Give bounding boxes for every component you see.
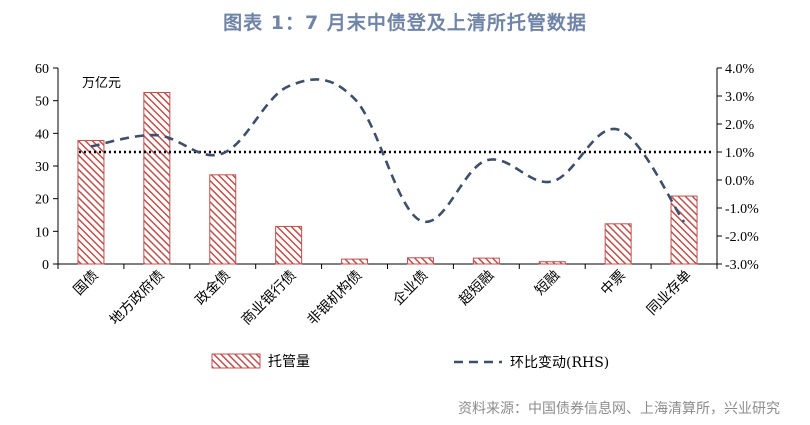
legend-line-label: 环比变动(RHS)	[510, 355, 609, 371]
category-label: 企业债	[390, 267, 432, 309]
left-tick-label: 40	[35, 127, 49, 142]
category-label: 超短融	[456, 268, 497, 309]
left-tick-label: 30	[35, 160, 49, 175]
category-label: 国债	[71, 268, 102, 299]
category-label: 商业银行债	[239, 268, 300, 329]
bar	[341, 258, 369, 265]
left-tick-label: 10	[35, 225, 49, 240]
legend-bar-swatch	[211, 353, 261, 369]
legend: 托管量 环比变动(RHS)	[211, 353, 609, 371]
legend-bar-label: 托管量	[268, 354, 310, 370]
right-tick-label: 2.0%	[725, 118, 755, 133]
right-tick-label: -1.0%	[725, 202, 759, 217]
category-label: 短融	[532, 268, 563, 299]
category-label: 同业存单	[644, 268, 695, 319]
left-tick-label: 0	[42, 258, 49, 273]
left-tick-label: 20	[35, 193, 49, 208]
category-label: 政金债	[193, 268, 234, 309]
category-label: 地方政府债	[107, 268, 168, 329]
bar	[406, 257, 434, 265]
right-tick-label: 4.0%	[725, 62, 755, 77]
bar-series	[77, 92, 698, 265]
right-tick-label: 3.0%	[725, 90, 755, 105]
bar	[670, 195, 698, 265]
chart-title: 图表 1：7 月末中债登及上清所托管数据	[223, 12, 587, 34]
source-note: 资料来源：中国债券信息网、上海清算所，兴业研究	[458, 401, 780, 417]
right-tick-label: -2.0%	[725, 230, 759, 245]
bar	[275, 225, 303, 265]
right-tick-label: -3.0%	[725, 258, 759, 273]
category-label: 非银机构债	[305, 268, 366, 329]
left-tick-label: 50	[35, 95, 49, 110]
bar	[604, 223, 632, 265]
left-tick-label: 60	[35, 62, 49, 77]
category-label: 中票	[598, 268, 629, 299]
line-series	[90, 78, 686, 224]
bar	[143, 92, 171, 265]
unit-label: 万亿元	[82, 76, 121, 91]
bar	[209, 174, 237, 265]
bar	[77, 140, 105, 265]
bar	[538, 261, 566, 265]
right-tick-label: 1.0%	[725, 146, 755, 161]
right-tick-label: 0.0%	[725, 174, 755, 189]
bar	[472, 257, 500, 265]
change-line	[90, 78, 686, 224]
